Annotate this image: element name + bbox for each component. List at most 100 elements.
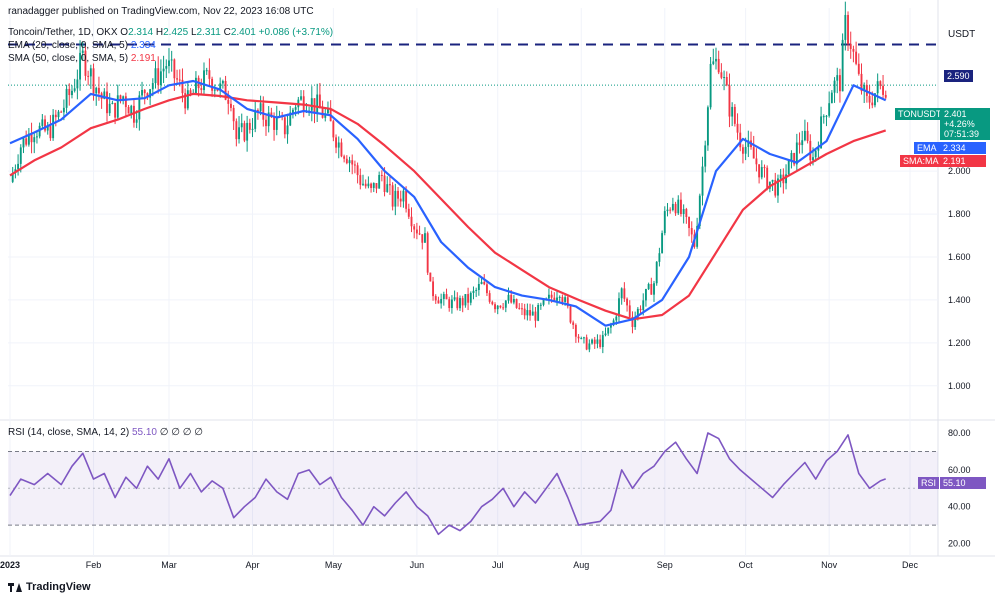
candle-body — [189, 90, 192, 94]
candle-body — [860, 73, 863, 92]
candle-body — [356, 165, 359, 176]
candle-body — [240, 123, 243, 128]
ema-legend-label: EMA (20, close, 0, SMA, 5) — [8, 40, 129, 51]
candle-body — [744, 146, 747, 154]
candle-body — [343, 156, 346, 159]
candle-body — [771, 179, 774, 182]
low-label: L — [190, 27, 197, 38]
time-tick-label: Aug — [573, 560, 589, 570]
candle-body — [634, 317, 637, 327]
candle-body — [812, 157, 814, 161]
candle-body — [529, 310, 532, 316]
candle-body — [553, 297, 556, 301]
candle-body — [556, 297, 558, 301]
rsi-tag: RSI — [918, 477, 940, 489]
candle-body — [445, 294, 448, 300]
candle-body — [480, 281, 483, 285]
candle-body — [733, 106, 736, 124]
candle-body — [496, 305, 499, 310]
candle-body — [847, 14, 849, 44]
candle-body — [591, 339, 593, 344]
time-tick-label: Dec — [902, 560, 919, 570]
publisher-line: ranadagger published on TradingView.com,… — [8, 6, 314, 17]
candle-body — [588, 343, 591, 350]
candle-body — [838, 75, 841, 92]
candle-body — [243, 123, 246, 141]
candle-body — [852, 48, 855, 52]
candle-body — [809, 140, 812, 161]
candle-body — [709, 63, 712, 108]
sma-legend-value: 2.191 — [130, 53, 156, 64]
candle-body — [146, 93, 149, 98]
candle-body — [876, 81, 879, 94]
candle-body — [459, 298, 461, 309]
candle-body — [351, 160, 354, 165]
candle-body — [779, 174, 782, 179]
candle-body — [504, 300, 507, 308]
candle-body — [391, 185, 394, 207]
candle-body — [378, 174, 381, 189]
candle-body — [41, 119, 44, 126]
candle-body — [103, 91, 106, 99]
candle-body — [273, 116, 276, 130]
candle-body — [607, 327, 610, 334]
candle-body — [623, 288, 626, 299]
candle-body — [168, 60, 170, 67]
candle-body — [863, 84, 866, 92]
tradingview-logo[interactable]: TradingView — [8, 581, 91, 593]
rsi-legend-value: 55.10 — [131, 427, 157, 438]
candle-body — [510, 294, 513, 303]
candle-body — [542, 299, 545, 305]
candle-body — [208, 70, 211, 79]
time-tick-label: Jun — [410, 560, 425, 570]
candle-body — [437, 300, 440, 304]
candle-body — [456, 297, 459, 309]
candle-body — [62, 107, 65, 113]
candle-body — [283, 117, 286, 135]
time-tick-label: Apr — [246, 560, 260, 570]
rsi-tick-label: 60.00 — [948, 465, 971, 475]
candle-body — [564, 297, 567, 302]
candle-body — [149, 89, 152, 98]
candle-body — [25, 138, 28, 145]
candle-body — [569, 306, 572, 323]
candle-body — [650, 284, 653, 295]
candle-body — [359, 175, 362, 185]
candle-body — [238, 127, 240, 140]
time-tick-label: Mar — [161, 560, 177, 570]
candle-body — [135, 119, 138, 123]
candle-body — [448, 299, 451, 309]
candle-body — [580, 338, 583, 340]
rsi-line — [9, 432, 886, 536]
candle-body — [87, 75, 90, 77]
candle-body — [318, 94, 321, 109]
candle-body — [752, 147, 755, 159]
candle-body — [731, 106, 734, 117]
ema-tag: EMA — [914, 142, 940, 154]
time-tick-label: Sep — [657, 560, 673, 570]
candle-body — [127, 107, 130, 114]
candle-body — [203, 70, 205, 91]
candle-body — [774, 179, 777, 196]
candle-body — [515, 299, 518, 308]
candle-body — [706, 107, 709, 146]
candle-body — [310, 98, 313, 111]
candle-body — [715, 58, 717, 62]
candle-body — [68, 88, 71, 96]
price-tag-value: 2.401 — [944, 109, 967, 119]
candle-body — [636, 308, 639, 318]
tradingview-logo-text: TradingView — [26, 581, 91, 593]
candle-body — [383, 175, 386, 192]
rsi-legend: RSI (14, close, SMA, 14, 2) 55.10 ∅ ∅ ∅ … — [8, 427, 203, 439]
candle-body — [836, 75, 839, 81]
candle-body — [372, 183, 375, 188]
candle-body — [157, 68, 160, 86]
candle-body — [690, 228, 693, 235]
candle-body — [49, 126, 52, 139]
candle-body — [512, 299, 515, 303]
candle-body — [54, 114, 57, 118]
candle-body — [574, 324, 577, 337]
candle-body — [84, 50, 87, 76]
candle-body — [122, 96, 125, 100]
